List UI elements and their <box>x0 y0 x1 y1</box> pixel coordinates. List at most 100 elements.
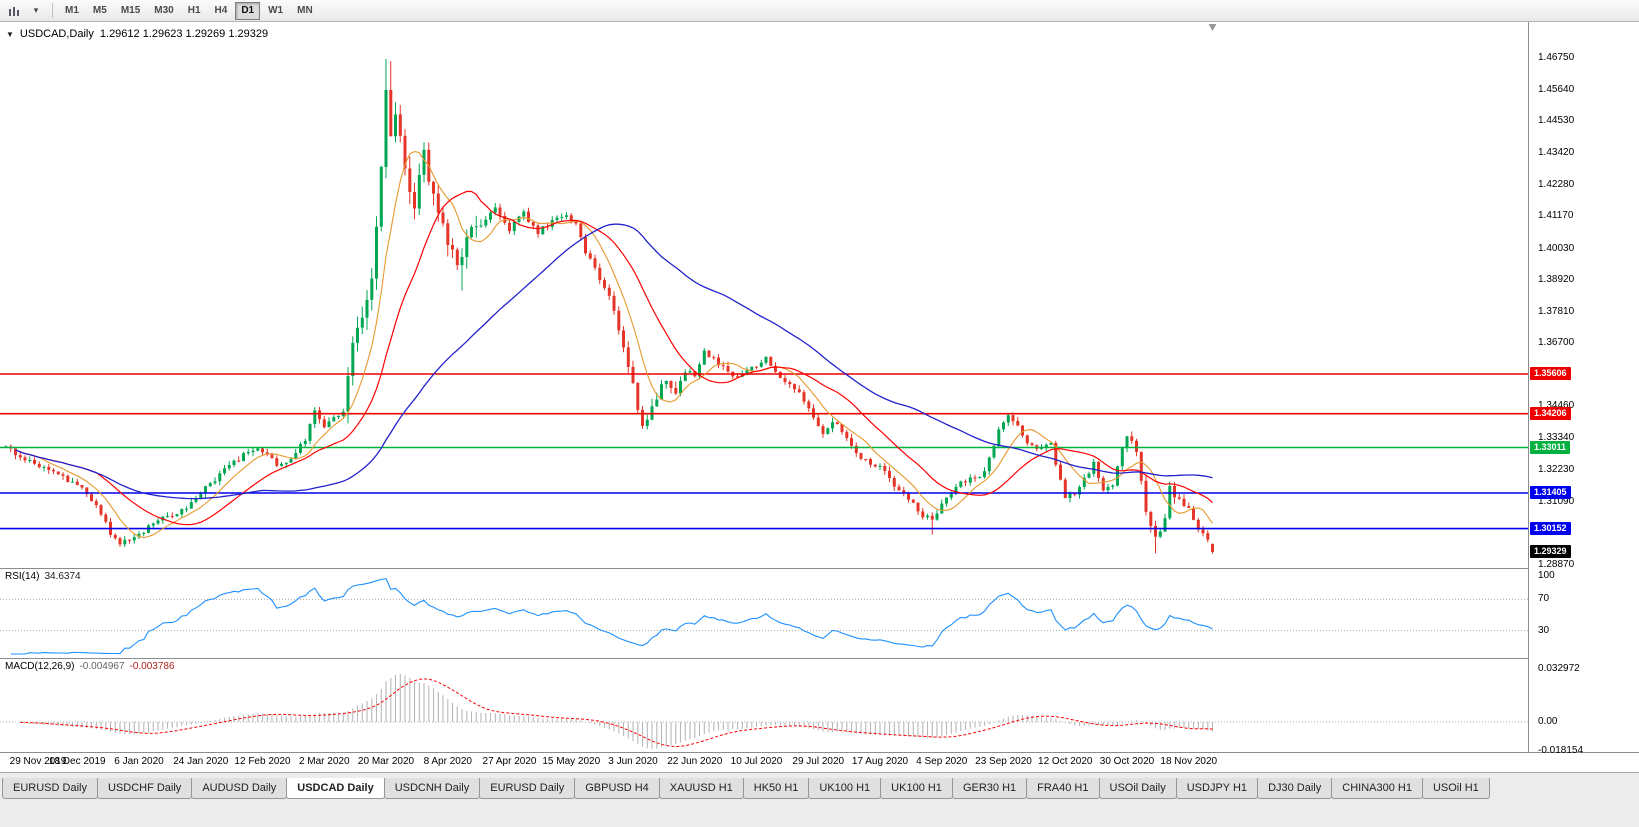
date-label: 22 Jun 2020 <box>667 756 723 767</box>
date-label: 24 Jan 2020 <box>173 756 229 767</box>
chart-tab-USDJPY-H1-14[interactable]: USDJPY H1 <box>1175 778 1259 799</box>
macd-signal-value: -0.003786 <box>129 661 175 672</box>
timeframe-button-M15[interactable]: M15 <box>120 5 141 16</box>
chart-window: ▼ USDCAD,Daily 1.29612 1.29623 1.29269 1… <box>0 22 1639 772</box>
chart-shift-marker-icon[interactable] <box>1208 24 1217 31</box>
rsi-name: RSI(14) <box>5 571 40 582</box>
timeframe-button-H4[interactable]: H4 <box>214 5 228 16</box>
chart-tab-DJ30-Daily-15[interactable]: DJ30 Daily <box>1257 778 1333 799</box>
chart-tab-USOil-H1-17[interactable]: USOil H1 <box>1421 778 1490 799</box>
panel-separator <box>0 752 1639 753</box>
price-tick-label: 1.32230 <box>1538 464 1575 475</box>
date-label: 30 Oct 2020 <box>1099 756 1155 767</box>
chart-tab-EURUSD-Daily-5[interactable]: EURUSD Daily <box>479 778 576 799</box>
macd-label: MACD(12,26,9) -0.004967 -0.003786 <box>5 661 175 672</box>
chart-tab-USDCNH-Daily-4[interactable]: USDCNH Daily <box>383 778 481 799</box>
current-price-label: 1.29329 <box>1530 545 1571 558</box>
timeframe-button-H1[interactable]: H1 <box>187 5 201 16</box>
candles-layer <box>4 59 1214 554</box>
timeframe-button-M1[interactable]: M1 <box>65 5 79 16</box>
panel-separator[interactable] <box>0 568 1639 569</box>
chart-ohlc-values: 1.29612 1.29623 1.29269 1.29329 <box>99 28 269 40</box>
date-label: 17 Aug 2020 <box>851 756 909 767</box>
ma-fast-line <box>15 151 1213 539</box>
chart-tab-UK100-H1-10[interactable]: UK100 H1 <box>880 778 953 799</box>
date-label: 18 Nov 2020 <box>1160 756 1218 767</box>
date-label: 18 Dec 2019 <box>48 756 106 767</box>
chart-tab-AUDUSD-Daily-2[interactable]: AUDUSD Daily <box>191 778 288 799</box>
chart-title: ▼ USDCAD,Daily 1.29612 1.29623 1.29269 1… <box>6 28 268 40</box>
hline-price-label: 1.34206 <box>1530 407 1571 420</box>
price-tick-label: 1.44530 <box>1538 115 1575 126</box>
timeframe-button-W1[interactable]: W1 <box>268 5 284 16</box>
price-tick-label: 1.36700 <box>1538 337 1575 348</box>
chart-symbol-label: USDCAD,Daily <box>19 28 94 40</box>
rsi-level-label: 100 <box>1538 570 1555 581</box>
date-label: 23 Sep 2020 <box>975 756 1032 767</box>
ma-mid-line <box>15 190 1213 526</box>
price-tick-label: 1.46750 <box>1538 52 1575 63</box>
price-tick-label: 1.41170 <box>1538 210 1574 221</box>
chart-tab-FRA40-H1-12[interactable]: FRA40 H1 <box>1026 778 1100 799</box>
date-label: 2 Mar 2020 <box>298 756 350 767</box>
timeframe-button-M30[interactable]: M30 <box>154 5 174 16</box>
timeframe-button-M5[interactable]: M5 <box>92 5 107 16</box>
date-label: 3 Jun 2020 <box>608 756 658 767</box>
dropdown-caret-icon[interactable]: ▾ <box>33 5 39 15</box>
price-tick-label: 1.28870 <box>1538 559 1575 570</box>
chart-tab-UK100-H1-9[interactable]: UK100 H1 <box>808 778 882 799</box>
rsi-line <box>10 577 1213 655</box>
timeframe-button-MN[interactable]: MN <box>297 5 313 16</box>
macd-axis-label: -0.018154 <box>1538 745 1584 756</box>
price-tick-label: 1.45640 <box>1538 84 1575 95</box>
chart-icon[interactable] <box>4 2 24 20</box>
toolbar-divider <box>52 3 53 18</box>
macd-name: MACD(12,26,9) <box>5 661 75 672</box>
date-label: 4 Sep 2020 <box>916 756 968 767</box>
hline-price-label: 1.31405 <box>1530 486 1571 499</box>
macd-main-value: -0.004967 <box>79 661 125 672</box>
chart-tab-GER30-H1-11[interactable]: GER30 H1 <box>951 778 1028 799</box>
chart-tab-GBPUSD-H4-6[interactable]: GBPUSD H4 <box>574 778 660 799</box>
macd-axis-label: 0.00 <box>1538 716 1558 727</box>
chart-tab-EURUSD-Daily-0[interactable]: EURUSD Daily <box>2 778 98 799</box>
rsi-level-label: 30 <box>1538 625 1550 636</box>
rsi-value: 34.6374 <box>44 571 81 582</box>
timeframe-toolbar: ▾ M1 M5 M15 M30 H1 H4 D1 W1 MN <box>0 0 1639 22</box>
chart-tab-USOil-Daily-13[interactable]: USOil Daily <box>1098 778 1177 799</box>
price-chart[interactable] <box>0 22 1528 772</box>
chart-tab-USDCHF-Daily-1[interactable]: USDCHF Daily <box>96 778 193 799</box>
price-tick-label: 1.38920 <box>1538 274 1575 285</box>
date-label: 10 Jul 2020 <box>730 756 783 767</box>
chart-tab-XAUUSD-H1-7[interactable]: XAUUSD H1 <box>658 778 744 799</box>
hline-price-label: 1.33011 <box>1530 441 1571 454</box>
collapse-triangle-icon[interactable]: ▼ <box>6 29 14 39</box>
date-label: 20 Mar 2020 <box>357 756 415 767</box>
timeframe-buttons: M1 M5 M15 M30 H1 H4 D1 W1 MN <box>59 1 319 20</box>
macd-axis-label: 0.032972 <box>1538 663 1580 674</box>
timeframe-button-D1[interactable]: D1 <box>235 1 261 20</box>
date-label: 6 Jan 2020 <box>114 756 164 767</box>
chart-tab-HK50-H1-8[interactable]: HK50 H1 <box>742 778 810 799</box>
date-label: 29 Jul 2020 <box>792 756 845 767</box>
chart-tab-CHINA300-H1-16[interactable]: CHINA300 H1 <box>1331 778 1423 799</box>
chart-tabs: EURUSD Daily USDCHF Daily AUDUSD Daily USDC… <box>0 778 1639 799</box>
price-tick-label: 1.37810 <box>1538 306 1575 317</box>
price-axis[interactable]: 1.46750 1.45640 1.44530 1.43420 1.42280 1.411… <box>1528 22 1639 756</box>
date-label: 27 Apr 2020 <box>482 756 537 767</box>
rsi-level-label: 70 <box>1538 593 1550 604</box>
rsi-label: RSI(14) 34.6374 <box>5 571 81 582</box>
date-label: 12 Oct 2020 <box>1038 756 1093 767</box>
price-tick-label: 1.40030 <box>1538 243 1575 254</box>
chart-tab-USDCAD-Daily-3[interactable]: USDCAD Daily <box>286 778 385 799</box>
tab-strip: EURUSD Daily USDCHF Daily AUDUSD Daily USDC… <box>0 772 1639 827</box>
ma-slow-line <box>15 223 1213 500</box>
price-tick-label: 1.34460 <box>1538 400 1575 411</box>
date-label: 29 Nov 2019 <box>9 756 67 767</box>
price-tick-label: 1.43420 <box>1538 147 1575 158</box>
hline-price-label: 1.30152 <box>1530 522 1571 535</box>
price-tick-label: 1.42280 <box>1538 179 1575 190</box>
panel-separator[interactable] <box>0 658 1639 659</box>
date-label: 8 Apr 2020 <box>423 756 472 767</box>
